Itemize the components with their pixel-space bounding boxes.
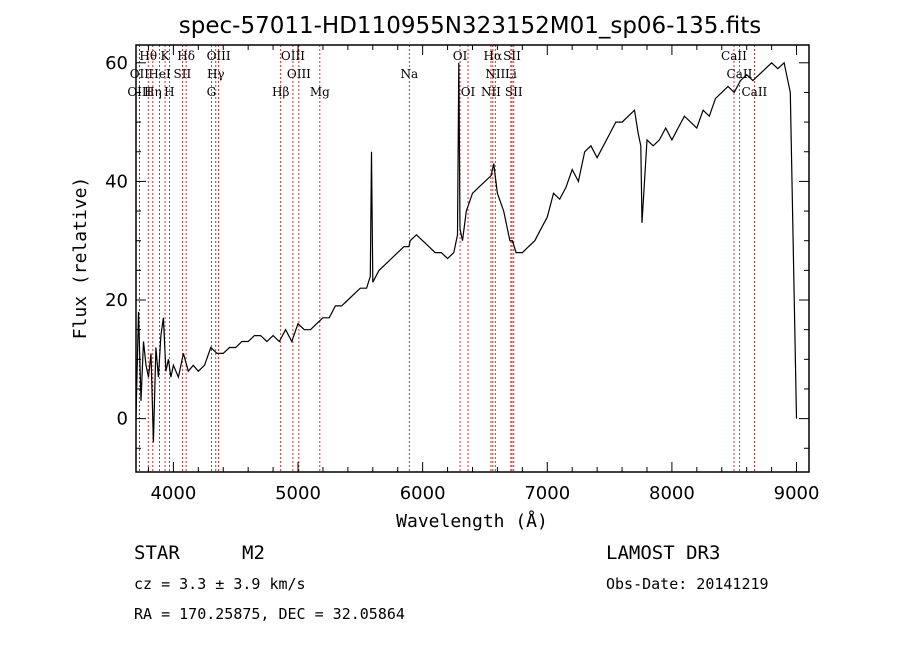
coordinates-text: RA = 170.25875, DEC = 32.05864: [134, 605, 405, 623]
spectral-line-label: G: [207, 85, 217, 99]
spectral-line-label: NII: [485, 67, 505, 81]
spectral-line-label: Li: [505, 67, 517, 81]
object-class: STAR: [134, 542, 180, 564]
survey-name: LAMOST DR3: [606, 542, 720, 564]
spectral-line-label: HeI: [148, 67, 171, 81]
spectral-line-label: Na: [400, 67, 418, 81]
x-tick-label: 5000: [275, 483, 321, 504]
y-tick-label: 60: [105, 53, 128, 74]
spectral-line-label: Hγ: [207, 67, 225, 81]
spectral-line-label: OI: [453, 49, 468, 63]
spectral-line-label: OIII: [281, 49, 305, 63]
spectral-line-label: OII: [130, 67, 150, 81]
spectral-line-label: CaII: [721, 49, 747, 63]
spectral-line-label: OIII: [287, 67, 311, 81]
spectral-line-label: Mg: [310, 85, 330, 99]
plot-frame: [135, 44, 810, 473]
chart-title: spec-57011-HD110955N323152M01_sp06-135.f…: [179, 13, 761, 39]
spectral-line-label: Hδ: [177, 49, 195, 63]
x-tick-label: 6000: [400, 483, 446, 504]
spectrum-series-line: [135, 61, 798, 443]
x-axis-ticks: 4000 5000 6000 7000 8000 9000: [147, 45, 820, 504]
spectral-line-label: Hθ: [139, 49, 157, 63]
spectral-line-label: CaII: [741, 85, 767, 99]
spectral-line-label: NII: [481, 85, 501, 99]
spectral-line-label: CaII: [727, 67, 753, 81]
x-axis-label: Wavelength (Å): [396, 510, 548, 532]
spectral-line-label: K: [161, 49, 171, 63]
redshift-text: cz = 3.3 ± 3.9 km/s: [134, 575, 306, 593]
x-tick-label: 8000: [649, 483, 695, 504]
spectral-line-label: Hβ: [272, 85, 289, 99]
obs-date-text: Obs-Date: 20141219: [606, 575, 769, 593]
y-tick-label: 40: [105, 171, 128, 192]
y-tick-label: 0: [117, 409, 128, 430]
spectral-line-label: OIII: [207, 49, 231, 63]
spectral-line-label: SII: [505, 85, 523, 99]
spectral-line-label: SII: [174, 67, 192, 81]
x-tick-label: 4000: [150, 483, 196, 504]
object-subclass: M2: [242, 542, 265, 564]
spectral-line-label: Hα: [484, 49, 503, 63]
spectral-line-label: OI: [461, 85, 476, 99]
spectral-line-label: H: [164, 85, 174, 99]
spectral-line-label: Hη: [144, 85, 162, 99]
spectral-line-markers: [138, 45, 755, 472]
x-tick-label: 9000: [774, 483, 820, 504]
y-axis-ticks: 0 20 40 60: [105, 53, 809, 449]
y-axis-label: Flux (relative): [70, 177, 91, 340]
spectral-line-label: SII: [503, 49, 521, 63]
x-tick-label: 7000: [524, 483, 570, 504]
y-tick-label: 20: [105, 290, 128, 311]
